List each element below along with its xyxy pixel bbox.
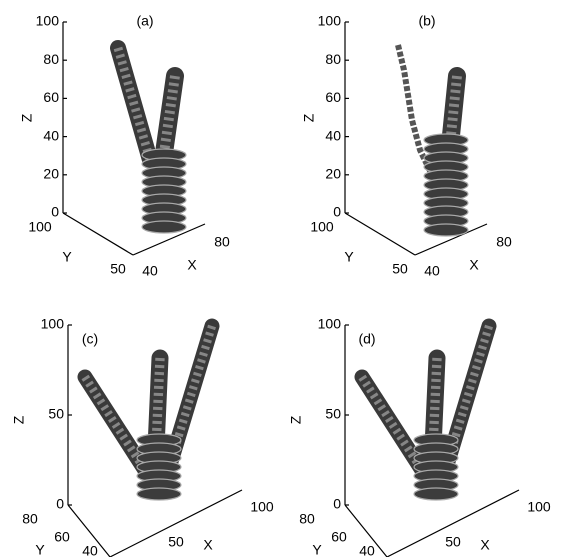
tube [85,377,150,478]
z-tick-label: 60 [325,89,341,105]
y-tick-label: 60 [331,529,347,545]
z-tick-label: 0 [56,496,64,512]
x-label: X [480,537,490,553]
knot [142,221,186,233]
x-tick-label: 40 [424,263,440,279]
y-label: Y [62,249,72,265]
figure: 0 20 40 60 80 100 100 50 40 80 Z Y X (a) 0 20 40 60 80 100 1… [0,0,569,557]
x-tick-label: 100 [527,499,551,515]
z-label: Z [11,415,27,424]
x-tick-label: 80 [496,234,512,250]
panel: 0 50 100 80 60 40 50 100 Z Y X (c) [11,316,274,557]
x-label: X [203,537,213,553]
y-tick-label: 80 [299,511,315,527]
z-label: Z [301,113,317,122]
z-tick-label: 50 [325,406,341,422]
panel-label: (c) [82,331,98,347]
z-tick-label: 80 [325,51,341,67]
x-label: X [469,257,479,273]
panel-label: (a) [136,13,153,29]
z-tick-label: 80 [43,51,59,67]
y-label: Y [35,542,45,557]
y-tick-label: 50 [110,261,126,277]
x-tick-label: 50 [445,534,461,550]
z-tick-label: 100 [36,13,60,29]
y-tick-label: 100 [310,219,334,235]
y-tick-label: 40 [359,543,375,557]
z-tick-label: 100 [41,316,65,332]
panel: 0 20 40 60 80 100 100 50 40 80 Z Y X (a) [19,13,230,279]
z-tick-label: 50 [48,406,64,422]
y-label: Y [344,249,354,265]
y-tick-label: 100 [28,219,52,235]
z-label: Z [288,415,304,424]
z-tick-label: 100 [318,316,342,332]
z-tick-label: 20 [325,166,341,182]
panel-label: (b) [418,13,435,29]
y-axis [345,213,415,255]
y-tick-label: 80 [22,511,38,527]
z-tick-label: 40 [325,127,341,143]
panel-label: (d) [358,331,375,347]
y-tick-label: 60 [54,529,70,545]
z-label: Z [19,113,35,122]
panel: 0 50 100 80 60 40 50 100 Z Y X (d) [288,316,551,557]
z-tick-label: 0 [333,496,341,512]
x-tick-label: 100 [250,499,274,515]
y-axis [63,213,133,255]
x-tick-label: 50 [168,534,184,550]
y-label: Y [312,542,322,557]
knot [424,224,468,236]
knot [137,488,181,500]
x-tick-label: 80 [214,234,230,250]
z-tick-label: 0 [333,204,341,220]
panel: 0 20 40 60 80 100 100 50 40 80 Z Y X (b) [301,13,512,279]
y-tick-label: 40 [82,543,98,557]
tube [362,377,427,478]
z-tick-label: 100 [318,13,342,29]
z-tick-label: 60 [43,89,59,105]
y-tick-label: 50 [392,261,408,277]
knot [414,488,458,500]
z-tick-label: 0 [51,204,59,220]
x-label: X [187,257,197,273]
z-tick-label: 20 [43,166,59,182]
x-tick-label: 40 [142,263,158,279]
z-tick-label: 40 [43,127,59,143]
